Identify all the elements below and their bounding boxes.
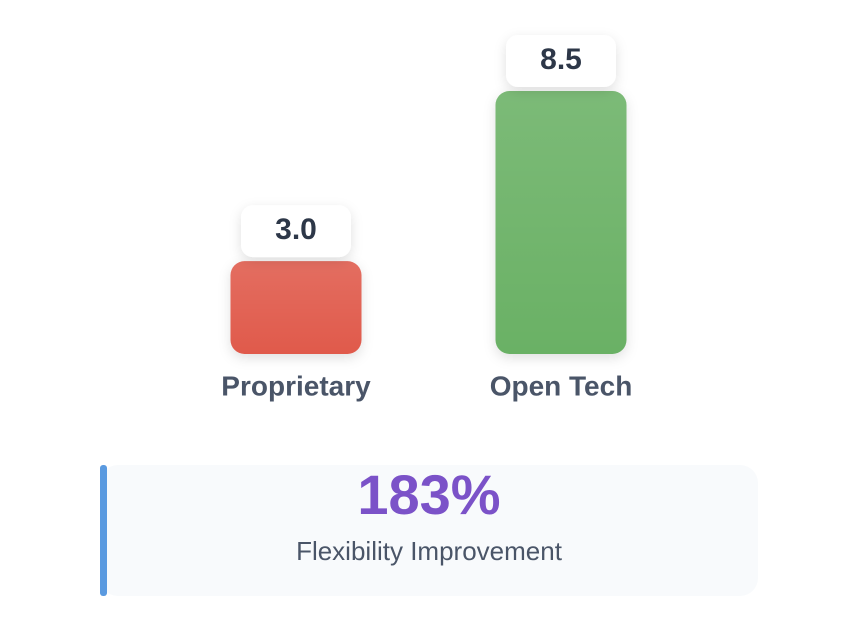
category-label: Open Tech — [490, 370, 633, 401]
category-label: Proprietary — [221, 370, 371, 401]
value-label: 3.0 — [275, 213, 317, 246]
bar-gloss — [230, 261, 362, 354]
summary-value: 183% — [357, 463, 500, 526]
summary-accent — [100, 465, 107, 596]
value-badge — [241, 205, 351, 258]
value-label: 8.5 — [540, 43, 582, 76]
summary-label: Flexibility Improvement — [296, 536, 563, 566]
bar-gloss — [495, 91, 627, 354]
value-badge — [506, 35, 616, 87]
summary-card — [100, 465, 758, 596]
bar-group: 3.0 Proprietary 8.5 Open Tech — [221, 35, 632, 401]
